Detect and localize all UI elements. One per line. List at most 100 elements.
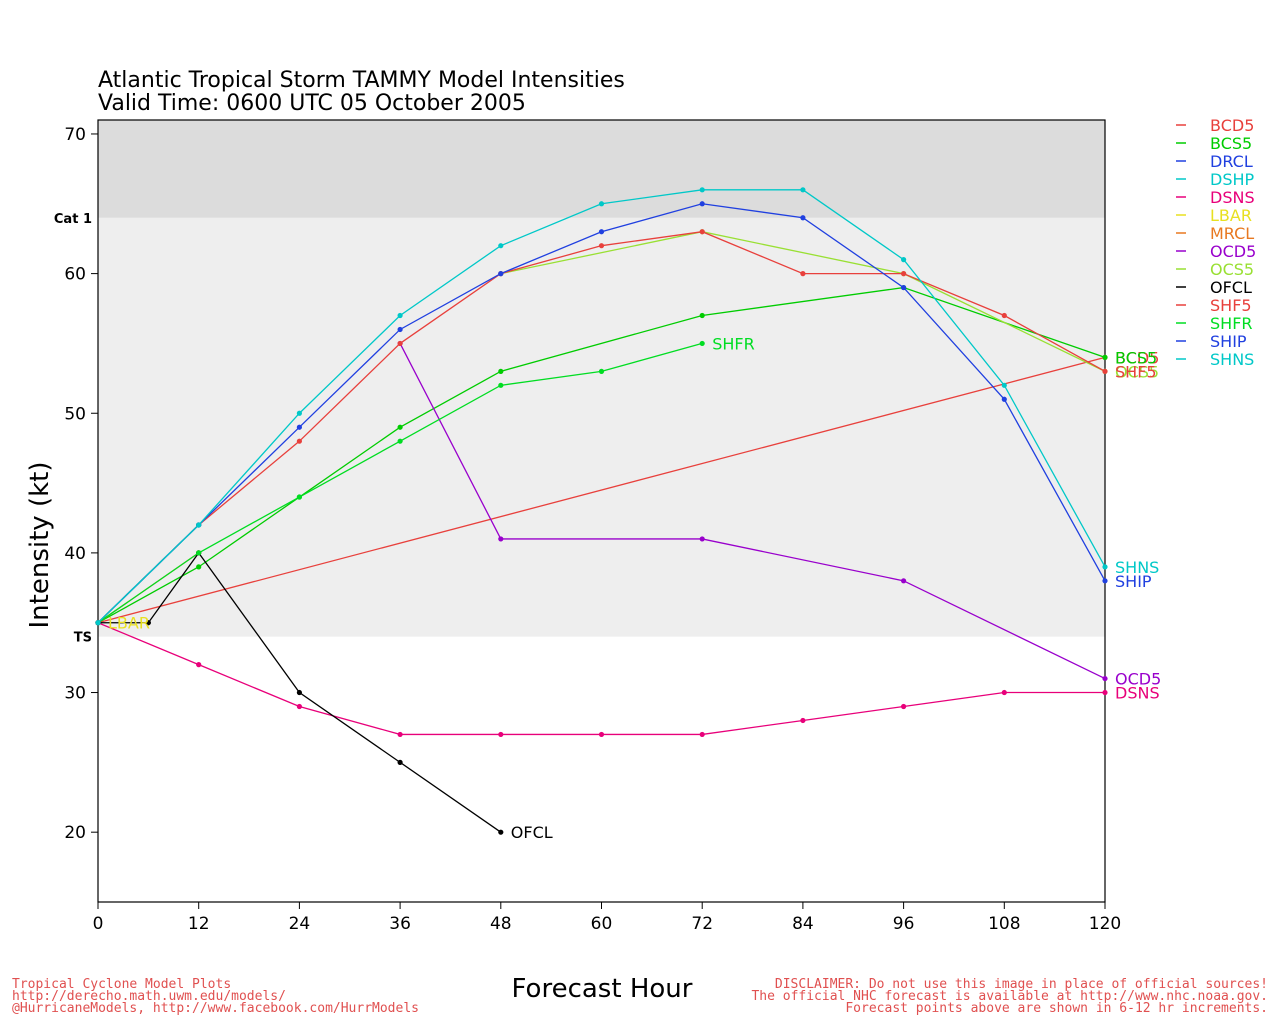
footer-left-line-3: @HurricaneModels, http://www.facebook.co… [12, 1001, 419, 1016]
x-tick-label: 48 [490, 914, 512, 934]
x-axis-label: Forecast Hour [512, 974, 693, 1004]
series-point-ship [800, 215, 806, 221]
series-point-dsns [397, 731, 403, 738]
series-point-shf5 [598, 243, 605, 249]
end-label-bcd5: BCD5 [1115, 348, 1159, 367]
x-tick-label: 72 [691, 914, 713, 934]
series-point-ofcl [397, 759, 403, 765]
series-point-dsns [800, 717, 806, 724]
series-point-shfr [397, 438, 403, 444]
series-point-shf5 [1102, 368, 1108, 374]
y-tick-label: 60 [64, 265, 86, 285]
series-line-dsns [97, 622, 1105, 736]
footer-right-line-1: DISCLAIMER: Do not use this image in pla… [775, 977, 1268, 992]
y-tick-label: 50 [64, 404, 86, 424]
end-label-dsns: DSNS [1115, 684, 1160, 703]
chart-subtitle: Valid Time: 0600 UTC 05 October 2005 [98, 91, 526, 116]
legend-entry-dsns: DSNS [1210, 188, 1255, 207]
series-point-shf5 [699, 229, 705, 235]
series-point-dsns [901, 703, 907, 710]
footer-right: DISCLAIMER: Do not use this image in pla… [751, 977, 1268, 1016]
series-line-bcd5 [97, 356, 1106, 624]
legend-entry-shfr: SHFR [1210, 314, 1253, 333]
x-tick-label: 96 [893, 914, 915, 934]
legend-entry-bcd5: BCD5 [1210, 116, 1254, 135]
series-point-shns [901, 257, 907, 263]
series-point-shns [699, 187, 705, 193]
chart-title: Atlantic Tropical Storm TAMMY Model Inte… [98, 68, 625, 93]
series-point-shns [296, 410, 302, 416]
x-tick-label: 60 [591, 914, 613, 934]
series-point-shns [95, 620, 101, 626]
legend-entry-lbar: LBAR [1210, 206, 1252, 225]
series-point-ship [1001, 396, 1007, 402]
series-point-ofcl [498, 829, 504, 835]
legend-entry-ocd5: OCD5 [1210, 242, 1256, 261]
end-label-ofcl: OFCL [511, 823, 553, 842]
legend-entry-dshp: DSHP [1210, 170, 1255, 189]
end-label-shf5: SHF5 [1115, 362, 1157, 381]
series-point-shfr [598, 368, 605, 374]
series-point-bcs5 [196, 564, 202, 570]
series-point-dsns [1102, 689, 1108, 696]
series-point-ship [598, 229, 605, 235]
x-tick-label: 120 [1089, 914, 1121, 934]
legend-entry-ofcl: OFCL [1210, 278, 1252, 297]
band-label-ts: TS [74, 631, 92, 646]
series-point-ofcl [145, 620, 151, 626]
series-point-dsns [498, 731, 504, 738]
footer-left-line-2: http://derecho.math.uwm.edu/models/ [12, 989, 286, 1004]
series-line-bcs5 [97, 286, 1106, 624]
series-point-shns [598, 201, 605, 207]
series-point-shns [397, 312, 403, 319]
series-point-bcs5 [699, 312, 705, 319]
band-label-cat-1: Cat 1 [54, 212, 92, 227]
series-dsns [95, 620, 1108, 738]
series-point-dsns [1001, 689, 1007, 696]
series-point-bcs5 [1102, 354, 1108, 360]
legend-entry-ocs5: OCS5 [1210, 260, 1254, 279]
series-point-shfr [699, 340, 705, 347]
intensity-bands: TS Cat 1 [54, 120, 1105, 646]
series-line-ofcl [98, 551, 502, 833]
series-point-ship [699, 201, 705, 207]
legend-entry-ship: SHIP [1210, 332, 1247, 351]
end-label-ocd5: OCD5 [1115, 670, 1161, 689]
x-tick-label: 84 [792, 914, 814, 934]
x-tick-label: 36 [389, 914, 411, 934]
legend-entry-drcl: DRCL [1210, 152, 1253, 171]
series-point-ocd5 [699, 536, 705, 542]
legend-entry-mrcl: MRCL [1210, 224, 1254, 243]
series-point-ofcl [296, 689, 302, 696]
series-point-ship [901, 284, 907, 291]
y-tick-label: 40 [64, 544, 86, 564]
footer-right-line-2: The official NHC forecast is available a… [751, 989, 1268, 1004]
y-tick-label: 30 [64, 684, 86, 704]
legend-entry-shf5: SHF5 [1210, 296, 1252, 315]
x-tick-label: 0 [93, 914, 104, 934]
y-tick-label: 70 [64, 125, 86, 145]
legend-entry-shns: SHNS [1210, 350, 1254, 369]
series-point-dsns [699, 731, 705, 738]
end-label-shfr: SHFR [712, 334, 755, 353]
x-tick-label: 108 [988, 914, 1020, 934]
series-point-shf5 [1001, 312, 1007, 319]
series-point-ship [296, 424, 302, 430]
y-axis-label: Intensity (kt) [25, 462, 55, 629]
series-point-ocd5 [1102, 675, 1108, 682]
series-point-shfr [296, 494, 302, 500]
series-point-dsns [598, 731, 605, 738]
footer-left: Tropical Cyclone Model Plots http://dere… [12, 977, 419, 1016]
x-tick-label: 12 [188, 914, 210, 934]
series-point-dsns [296, 703, 302, 710]
series-point-shns [800, 187, 806, 193]
end-label-lbar: LBAR [108, 614, 150, 633]
series-point-shf5 [296, 438, 302, 444]
footer-left-line-1: Tropical Cyclone Model Plots [12, 977, 231, 992]
legend: BCD5BCS5DRCLDSHPDSNSLBARMRCLOCD5OCS5OFCL… [1176, 116, 1256, 369]
series-point-shf5 [901, 271, 907, 277]
series-point-shf5 [800, 271, 806, 277]
series-point-shf5 [397, 340, 403, 347]
series-lines [95, 187, 1108, 835]
